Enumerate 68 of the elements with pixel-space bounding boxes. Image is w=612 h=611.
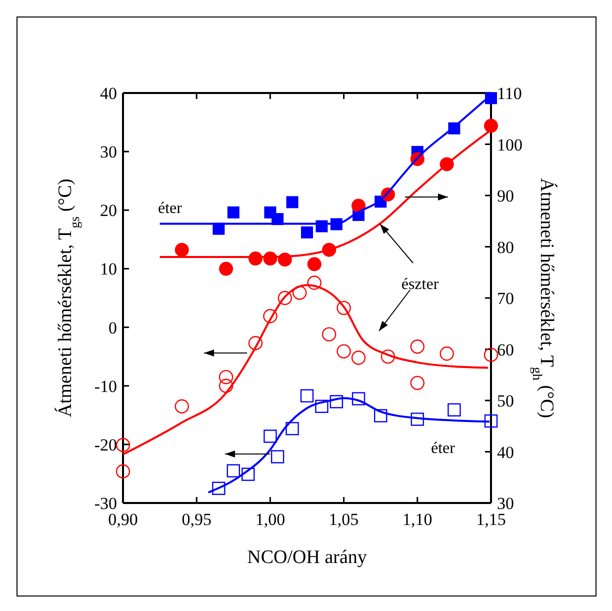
point: [307, 257, 322, 272]
point: [448, 403, 461, 416]
point: [410, 376, 424, 390]
point: [484, 414, 498, 428]
annotation: éter: [158, 200, 183, 217]
point: [336, 300, 351, 316]
point: [410, 340, 424, 354]
y2-tick-label: 40: [497, 442, 514, 462]
point: [227, 206, 240, 218]
y2-tick-label: 50: [497, 392, 514, 410]
point: [410, 412, 424, 426]
point: [307, 276, 322, 290]
y-tick-label: 40: [100, 84, 117, 103]
y-tick-label: 10: [100, 260, 117, 279]
x-axis-title: NCO/OH arány: [247, 547, 368, 568]
y-tick-label: 20: [100, 201, 117, 220]
annotation: észter: [401, 276, 440, 293]
point: [226, 464, 240, 478]
point: [242, 468, 255, 481]
x-tick-label: 1,15: [476, 510, 506, 529]
point: [330, 395, 344, 408]
point: [286, 422, 299, 436]
point: [300, 389, 314, 402]
point: [264, 430, 277, 443]
point: [270, 450, 284, 464]
y2-tick-label: 70: [497, 289, 514, 308]
point: [218, 378, 234, 393]
x-tick-label: 0,95: [182, 510, 212, 529]
point: [116, 438, 130, 452]
x-tick-label: 1,10: [402, 510, 432, 529]
point: [219, 262, 234, 276]
point: [440, 346, 454, 361]
point: [336, 344, 351, 358]
point: [352, 392, 366, 406]
y2-tick-label: 100: [497, 135, 522, 154]
point: [484, 348, 498, 362]
point: [292, 286, 307, 300]
y2-tick-label: 110: [497, 84, 522, 103]
y-tick-label: -10: [94, 376, 117, 396]
point: [315, 400, 328, 413]
x-tick-label: 1,05: [328, 510, 359, 529]
point: [116, 464, 130, 478]
point: [322, 327, 336, 342]
y2-tick-label: 30: [497, 494, 514, 513]
y-tick-label: -20: [94, 435, 117, 454]
point: [351, 350, 366, 365]
point: [218, 370, 234, 384]
point: [484, 118, 498, 133]
point: [212, 482, 226, 495]
annotation: éter: [431, 440, 456, 457]
point: [248, 336, 263, 350]
y-tick-label: 30: [100, 142, 117, 162]
y-tick-label: -30: [94, 494, 117, 513]
point: [301, 226, 313, 238]
y2-tick-label: 80: [497, 238, 514, 257]
y-tick-label: 0: [108, 318, 117, 338]
point: [278, 290, 292, 306]
point: [286, 196, 298, 208]
point: [174, 399, 189, 414]
point: [485, 92, 497, 104]
point: [263, 309, 278, 324]
y2-tick-label: 60: [497, 340, 514, 360]
x-tick-label: 1,00: [255, 510, 286, 529]
y2-tick-label: 90: [497, 186, 514, 206]
x-tick-label: 0,90: [108, 510, 138, 529]
point: [374, 409, 388, 422]
point: [174, 242, 189, 257]
point: [380, 349, 396, 364]
